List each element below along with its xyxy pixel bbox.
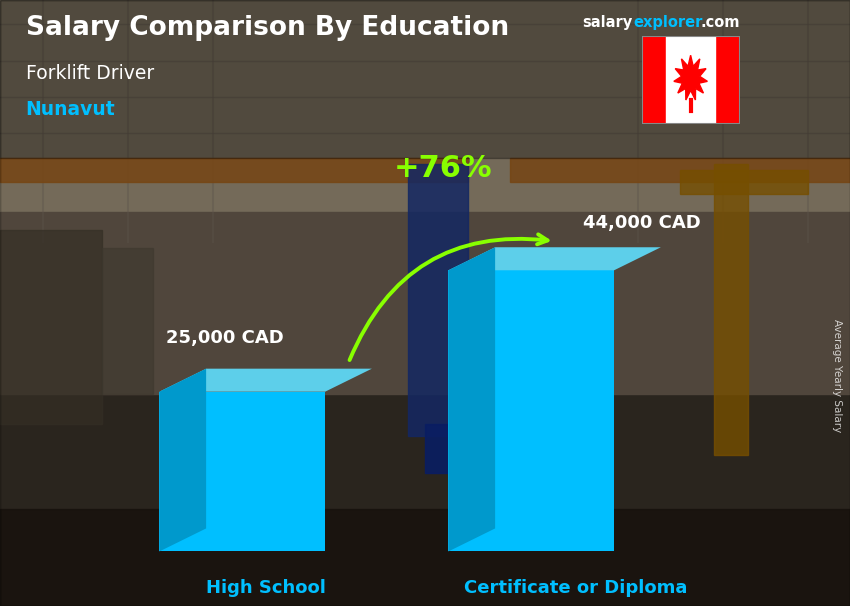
- Bar: [0, 0, 850, 230]
- Bar: [0, 0, 850, 158]
- Text: +76%: +76%: [394, 154, 492, 183]
- Text: .com: .com: [700, 15, 740, 30]
- Text: Average Yearly Salary: Average Yearly Salary: [832, 319, 842, 432]
- Text: 44,000 CAD: 44,000 CAD: [583, 214, 700, 232]
- Text: Certificate or Diploma: Certificate or Diploma: [464, 579, 688, 597]
- Text: Nunavut: Nunavut: [26, 100, 115, 119]
- Bar: [102, 248, 153, 394]
- Bar: [510, 158, 850, 182]
- Bar: [425, 424, 459, 473]
- Text: High School: High School: [206, 579, 326, 597]
- Text: 25,000 CAD: 25,000 CAD: [167, 330, 284, 347]
- Bar: [408, 164, 468, 436]
- Bar: [0, 230, 102, 424]
- Bar: [0, 212, 850, 394]
- Text: Forklift Driver: Forklift Driver: [26, 64, 154, 82]
- Polygon shape: [159, 368, 206, 551]
- Bar: [0, 158, 468, 182]
- Text: Salary Comparison By Education: Salary Comparison By Education: [26, 15, 508, 41]
- Polygon shape: [449, 247, 495, 551]
- Polygon shape: [674, 55, 707, 100]
- Polygon shape: [449, 247, 661, 270]
- Bar: [642, 36, 666, 124]
- Bar: [714, 164, 748, 454]
- Bar: [666, 36, 715, 124]
- Polygon shape: [449, 270, 614, 551]
- Polygon shape: [159, 391, 325, 551]
- Bar: [0, 509, 850, 606]
- Bar: [715, 36, 740, 124]
- Bar: [0, 376, 850, 606]
- Polygon shape: [159, 368, 371, 391]
- Bar: [680, 170, 807, 194]
- Text: salary: salary: [582, 15, 632, 30]
- Text: explorer: explorer: [633, 15, 703, 30]
